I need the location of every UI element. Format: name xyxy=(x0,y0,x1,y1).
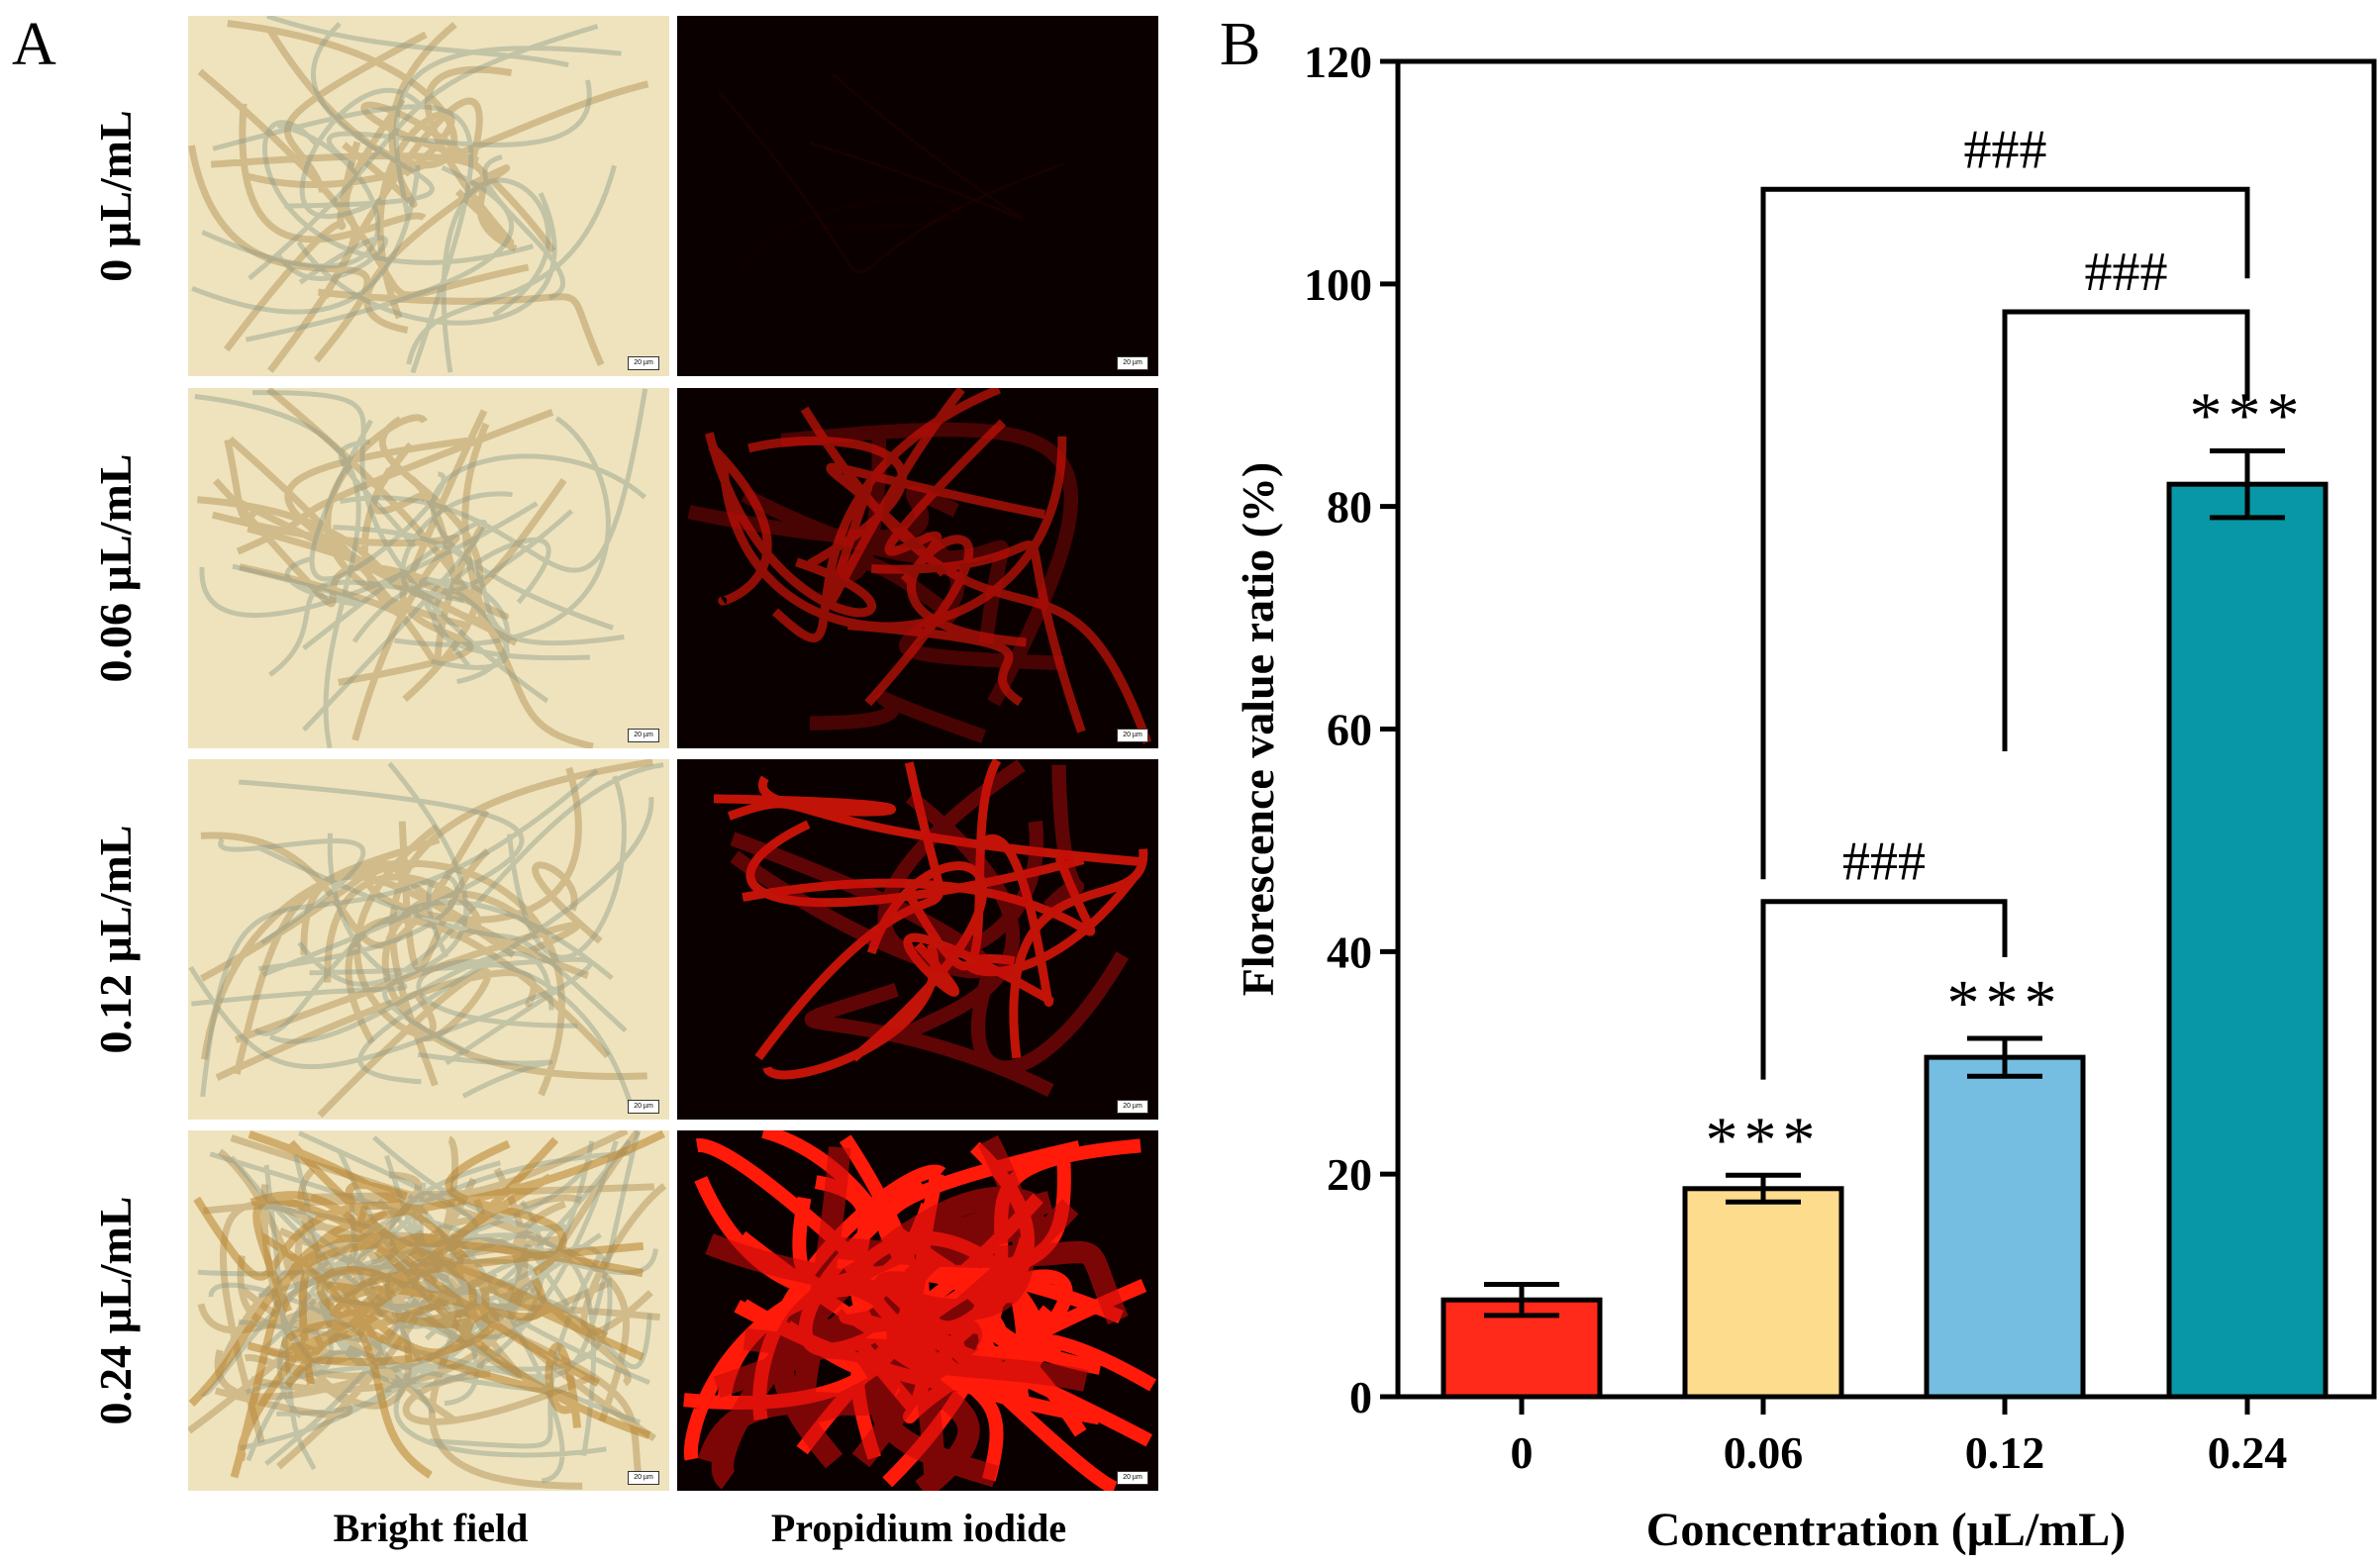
bright-field-image: 20 µm xyxy=(188,759,669,1120)
y-tick-label: 120 xyxy=(1304,37,1372,87)
column-label-propidium-iodide: Propidium iodide xyxy=(770,1506,1067,1550)
bright-field-image: 20 µm xyxy=(188,16,669,376)
column-label-bright-field: Bright field xyxy=(333,1506,529,1550)
y-tick-label: 80 xyxy=(1327,482,1372,533)
bracket-label: ### xyxy=(1964,119,2047,180)
scale-bar: 20 µm xyxy=(1117,729,1148,742)
propidium-iodide-image: 20 µm xyxy=(677,16,1158,376)
y-tick-label: 60 xyxy=(1327,705,1372,755)
panel-a-letter: A xyxy=(12,11,56,78)
x-tick-label: 0.12 xyxy=(1965,1427,2045,1478)
scale-bar: 20 µm xyxy=(628,1100,659,1114)
x-tick-label: 0 xyxy=(1511,1427,1534,1478)
significance-stars: *** xyxy=(1706,1104,1822,1176)
scale-bar: 20 µm xyxy=(628,1471,659,1485)
bracket-label: ### xyxy=(1842,831,1926,893)
significance-stars: *** xyxy=(1947,967,2063,1039)
y-axis-label: Florescence value ratio (%) xyxy=(1233,462,1283,996)
bar xyxy=(1924,1054,2086,1400)
propidium-iodide-image: 20 µm xyxy=(677,388,1158,748)
bracket-label: ### xyxy=(2085,242,2168,303)
scale-bar: 20 µm xyxy=(1117,1100,1148,1114)
x-tick-label: 0.24 xyxy=(2208,1427,2288,1478)
x-axis-label: Concentration (μL/mL) xyxy=(1646,1504,2127,1556)
y-tick-label: 40 xyxy=(1327,927,1372,977)
bar xyxy=(1682,1186,1844,1400)
scale-bar: 20 µm xyxy=(1117,1471,1148,1485)
bright-field-image: 20 µm xyxy=(188,1130,669,1491)
comparison-bracket xyxy=(1760,899,2008,1080)
panel-b-letter: B xyxy=(1220,11,1261,78)
y-tick-label: 20 xyxy=(1327,1149,1372,1200)
propidium-iodide-image: 20 µm xyxy=(677,759,1158,1120)
comparison-bracket xyxy=(2002,309,2250,751)
bar xyxy=(2166,481,2329,1400)
scale-bar: 20 µm xyxy=(1117,356,1148,370)
scale-bar: 20 µm xyxy=(628,729,659,742)
y-tick-label: 100 xyxy=(1304,259,1372,310)
bright-field-image: 20 µm xyxy=(188,388,669,748)
scale-bar: 20 µm xyxy=(628,356,659,370)
significance-stars: *** xyxy=(2190,379,2306,451)
y-tick-label: 0 xyxy=(1349,1372,1372,1422)
propidium-iodide-image: 20 µm xyxy=(677,1130,1158,1491)
comparison-bracket xyxy=(1760,186,2250,880)
x-tick-label: 0.06 xyxy=(1724,1427,1804,1478)
